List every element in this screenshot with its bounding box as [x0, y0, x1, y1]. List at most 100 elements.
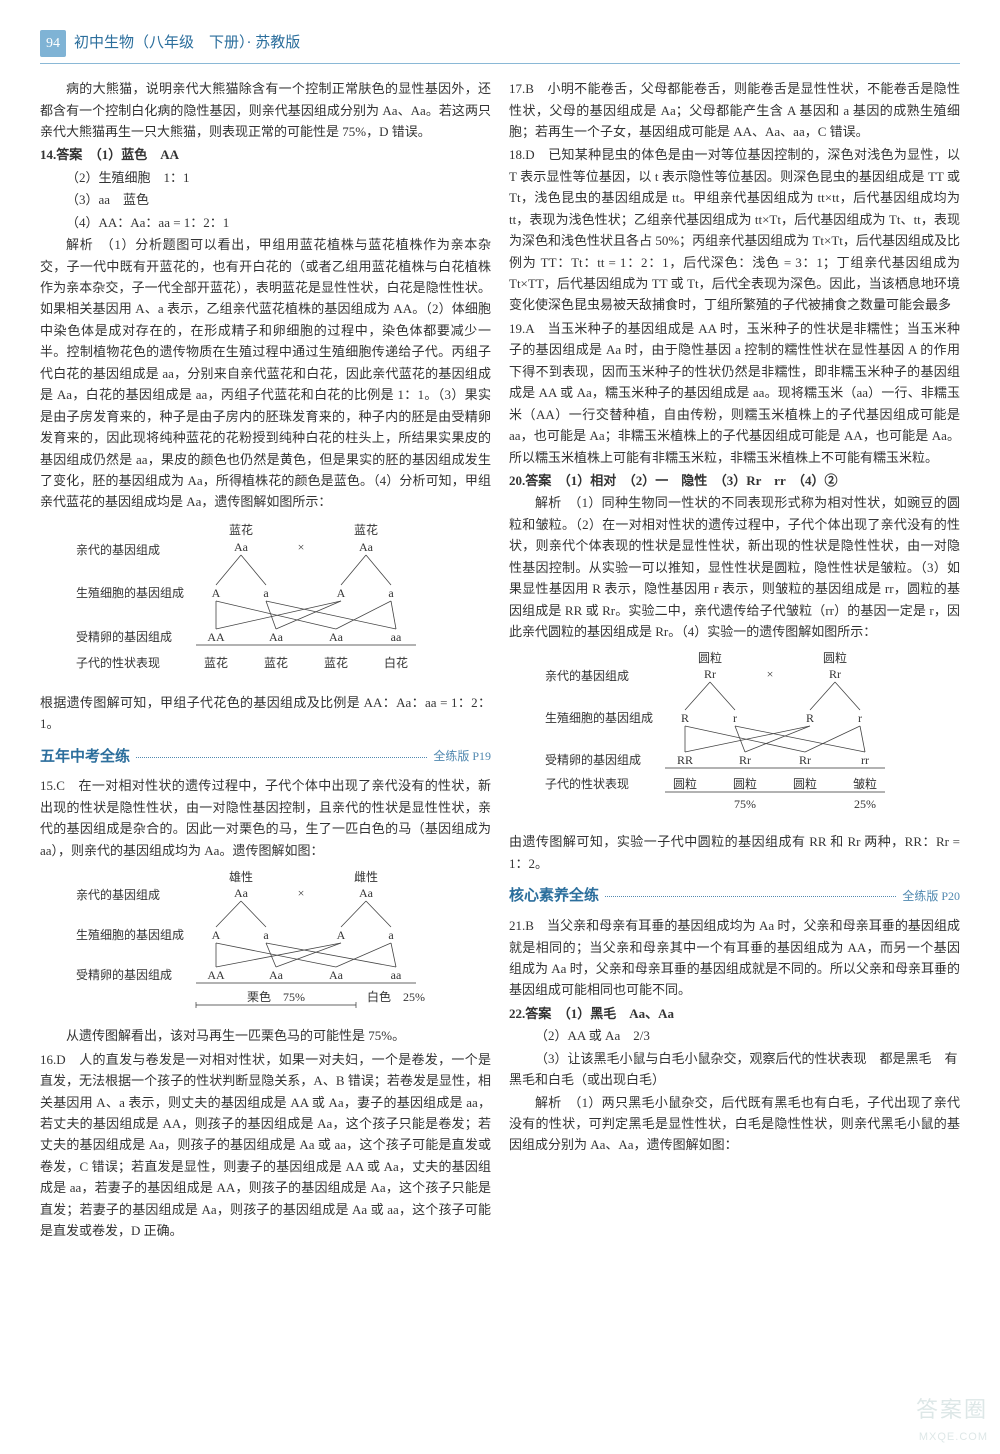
- d20-cross: ×: [766, 667, 773, 681]
- d14-p-label: 亲代的基因组成: [76, 542, 160, 557]
- q15-genetic-diagram: 亲代的基因组成 雄性 Aa × 雌性 Aa 生殖细胞的基因组成 A a A a …: [40, 867, 491, 1017]
- d14-ph3: 蓝花: [323, 655, 347, 670]
- watermark-big: 答案圈: [916, 1397, 988, 1422]
- d20-f-label: 受精卵的基因组成: [545, 752, 641, 767]
- d14-g-label: 生殖细胞的基因组成: [76, 585, 184, 600]
- q22-answer-3: （3）让该黑毛小鼠与白毛小鼠杂交，观察后代的性状表现 都是黑毛 有黑毛和白毛（或…: [509, 1048, 960, 1091]
- d14-f3: Aa: [329, 630, 344, 644]
- d20-ph4: 皱粒: [852, 776, 876, 791]
- page-title: 初中生物（八年级 下册）· 苏教版: [74, 31, 300, 56]
- d14-g3: A: [336, 586, 345, 600]
- q17: 17.B 小明不能卷舌，父母都能卷舌，则能卷舌是显性性状，不能卷舌是隐性性状，父…: [509, 78, 960, 142]
- d14-ph4: 白花: [383, 655, 407, 670]
- d14-p-left-flower: 蓝花: [228, 522, 252, 537]
- q14-answer-2: （2）生殖细胞 1：1: [40, 167, 491, 188]
- section-five-year-label: 五年中考全练: [40, 745, 130, 770]
- d15-f1: AA: [207, 968, 225, 982]
- left-column: 病的大熊猫，说明亲代大熊猫除含有一个控制正常肤色的显性基因外，还都含有一个控制白…: [40, 78, 491, 1244]
- d15-f-label: 受精卵的基因组成: [76, 967, 172, 982]
- q20-genetic-diagram: 亲代的基因组成 圆粒 Rr × 圆粒 Rr 生殖细胞的基因组成 R r R r …: [509, 648, 960, 823]
- section-core-label: 核心素养全练: [509, 884, 599, 909]
- d14-g4: a: [388, 586, 394, 600]
- d20-ph2: 圆粒: [732, 776, 756, 791]
- d20-f3: Rr: [799, 753, 811, 767]
- d15-g2: a: [263, 928, 269, 942]
- divider-icon: [136, 757, 427, 758]
- q20-end: 由遗传图解可知，实验一子代中圆粒的基因组成有 RR 和 Rr 两种，RR：Rr …: [509, 831, 960, 874]
- d15-ph-right: 白色 25%: [367, 989, 425, 1004]
- d14-ph2: 蓝花: [263, 655, 287, 670]
- q14-answer-4: （4）AA：Aa：aa = 1：2：1: [40, 212, 491, 233]
- d20-p-label: 亲代的基因组成: [545, 668, 629, 683]
- q22-analysis: 解析 （1）两只黑毛小鼠杂交，后代既有黑毛也有白毛，子代出现了亲代没有的性状，可…: [509, 1092, 960, 1156]
- d14-g1: A: [211, 586, 220, 600]
- d15-p-left: Aa: [234, 886, 249, 900]
- d20-ph1: 圆粒: [672, 776, 696, 791]
- q22-answer-2: （2）AA 或 Aa 2/3: [509, 1025, 960, 1046]
- d20-p-left-flower: 圆粒: [697, 650, 721, 665]
- watermark: 答案圈 MXQE.COM: [916, 1392, 988, 1446]
- d14-g2: a: [263, 586, 269, 600]
- q13-continued: 病的大熊猫，说明亲代大熊猫除含有一个控制正常肤色的显性基因外，还都含有一个控制白…: [40, 78, 491, 142]
- d14-p-left: Aa: [234, 540, 249, 554]
- d20-ratio-left: 75%: [734, 797, 756, 811]
- q14-analysis: 解析 （1）分析题图可以看出，甲组用蓝花植株与蓝花植株作为亲本杂交，子一代中既有…: [40, 234, 491, 513]
- divider-icon: [605, 896, 896, 897]
- d20-f1: RR: [676, 753, 692, 767]
- d15-g4: a: [388, 928, 394, 942]
- d15-g-label: 生殖细胞的基因组成: [76, 927, 184, 942]
- d15-p-label: 亲代的基因组成: [76, 887, 160, 902]
- d15-f3: Aa: [329, 968, 344, 982]
- d20-f4: rr: [861, 753, 869, 767]
- d14-f4: aa: [390, 630, 401, 644]
- section-core: 核心素养全练 全练版 P20: [509, 884, 960, 909]
- page-header: 94 初中生物（八年级 下册）· 苏教版: [40, 30, 960, 64]
- d14-ph-label: 子代的性状表现: [76, 655, 160, 670]
- d20-p-right-flower: 圆粒: [822, 650, 846, 665]
- d15-g3: A: [336, 928, 345, 942]
- d20-g1: R: [680, 711, 688, 725]
- d20-ph3: 圆粒: [792, 776, 816, 791]
- right-column: 17.B 小明不能卷舌，父母都能卷舌，则能卷舌是显性性状，不能卷舌是隐性性状，父…: [509, 78, 960, 1244]
- d14-f1: AA: [207, 630, 225, 644]
- d20-p-right: Rr: [829, 667, 841, 681]
- d15-p-right-label: 雌性: [353, 869, 377, 884]
- page-number-badge: 94: [40, 30, 66, 57]
- d14-p-right: Aa: [359, 540, 374, 554]
- q20-answer: 20.答案 （1）相对 （2）一 隐性 （3）Rr rr （4）②: [509, 470, 960, 491]
- section-five-year: 五年中考全练 全练版 P19: [40, 745, 491, 770]
- q19: 19.A 当玉米种子的基因组成是 AA 时，玉米种子的性状是非糯性；当玉米种子的…: [509, 318, 960, 468]
- d20-g4: r: [858, 711, 862, 725]
- d15-ph-left: 栗色 75%: [247, 990, 305, 1004]
- q21: 21.B 当父亲和母亲有耳垂的基因组成均为 Aa 时，父亲和母亲耳垂的基因组成就…: [509, 915, 960, 1001]
- d20-p-left: Rr: [704, 667, 716, 681]
- d20-g3: R: [805, 711, 813, 725]
- d15-f4: aa: [390, 968, 401, 982]
- d20-g2: r: [733, 711, 737, 725]
- d15-p-right: Aa: [359, 886, 374, 900]
- d20-g-label: 生殖细胞的基因组成: [545, 710, 653, 725]
- d20-ph-label: 子代的性状表现: [545, 776, 629, 791]
- d14-f2: Aa: [269, 630, 284, 644]
- q18: 18.D 已知某种昆虫的体色是由一对等位基因控制的，深色对浅色为显性，以 T 表…: [509, 144, 960, 316]
- section-five-year-ref: 全练版 P19: [433, 747, 491, 767]
- q15: 15.C 在一对相对性状的遗传过程中，子代个体中出现了亲代没有的性状，新出现的性…: [40, 775, 491, 861]
- d14-cross: ×: [297, 540, 304, 554]
- q14-answer-3: （3）aa 蓝色: [40, 189, 491, 210]
- q14-answer: 14.答案 （1）蓝色 AA: [40, 144, 491, 165]
- q20-analysis: 解析 （1）同种生物同一性状的不同表现形式称为相对性状，如豌豆的圆粒和皱粒。（2…: [509, 492, 960, 642]
- d15-cross: ×: [297, 886, 304, 900]
- watermark-small: MXQE.COM: [916, 1428, 988, 1446]
- d20-f2: Rr: [739, 753, 751, 767]
- d14-p-right-flower: 蓝花: [353, 522, 377, 537]
- q22-answer: 22.答案 （1）黑毛 Aa、Aa: [509, 1003, 960, 1024]
- q16: 16.D 人的直发与卷发是一对相对性状，如果一对夫妇，一个是卷发，一个是直发，无…: [40, 1049, 491, 1242]
- two-column-layout: 病的大熊猫，说明亲代大熊猫除含有一个控制正常肤色的显性基因外，还都含有一个控制白…: [40, 78, 960, 1244]
- d20-ratio-right: 25%: [854, 797, 876, 811]
- section-core-ref: 全练版 P20: [902, 887, 960, 907]
- d15-p-left-label: 雄性: [228, 869, 252, 884]
- d14-ph1: 蓝花: [203, 655, 227, 670]
- q15b: 从遗传图解看出，该对马再生一匹栗色马的可能性是 75%。: [40, 1025, 491, 1046]
- d15-g1: A: [211, 928, 220, 942]
- q14-genetic-diagram: 亲代的基因组成 蓝花 Aa × 蓝花 Aa 生殖细胞的基因组成 A a A a …: [40, 519, 491, 684]
